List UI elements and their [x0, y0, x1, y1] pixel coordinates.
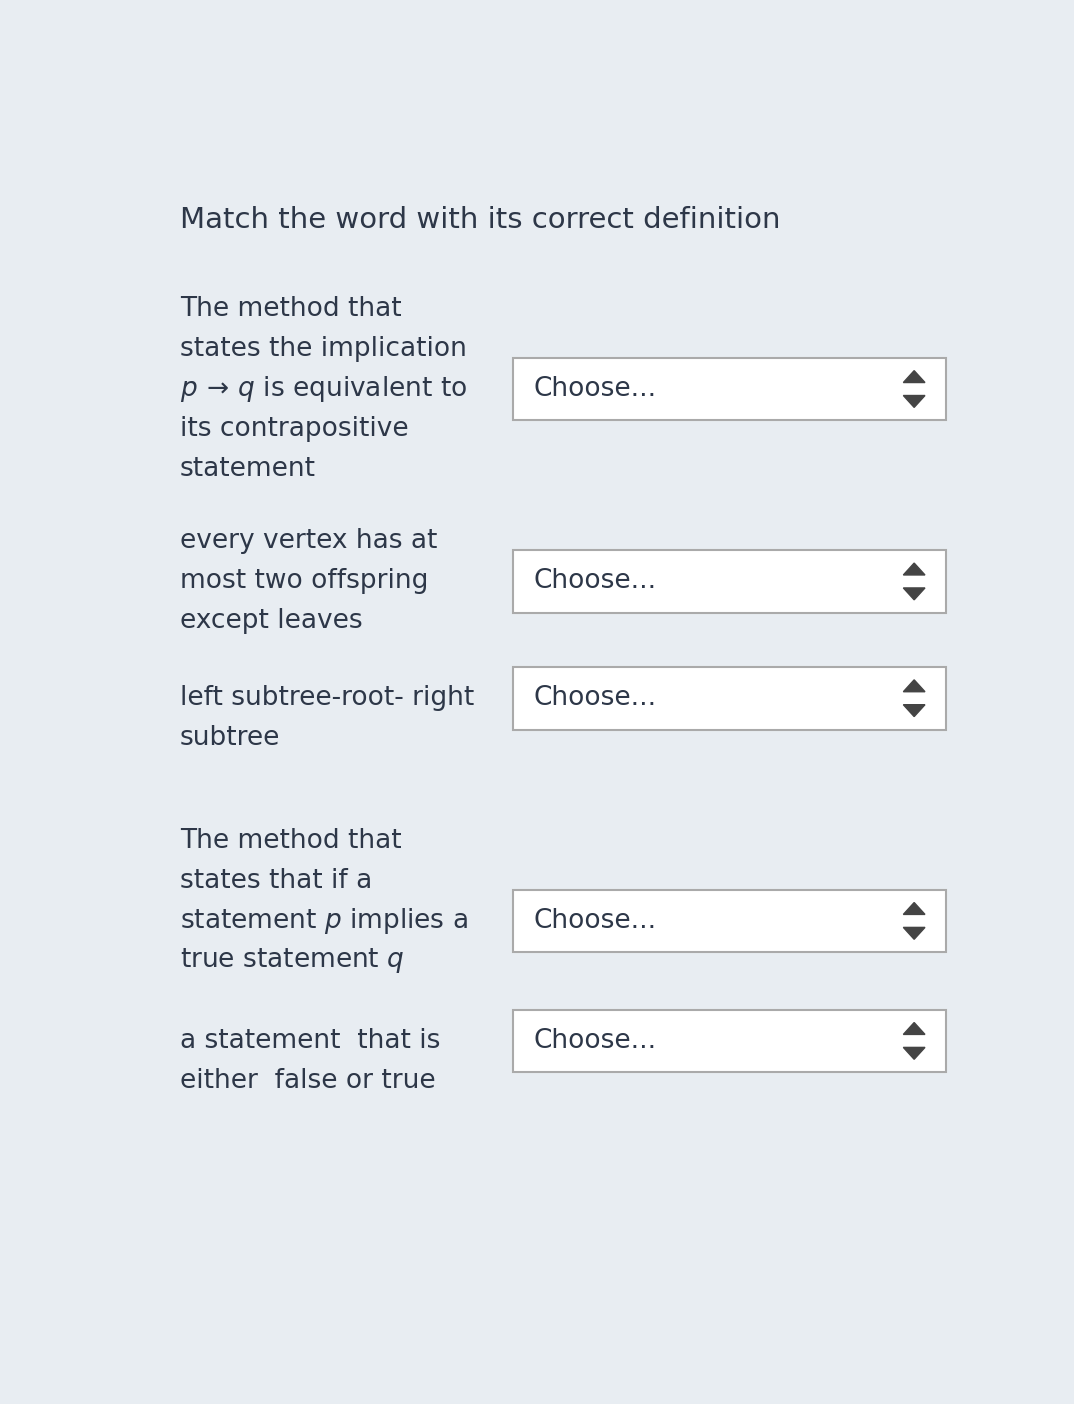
Text: The method that: The method that	[180, 828, 402, 854]
Polygon shape	[903, 396, 925, 407]
Text: statement: statement	[180, 456, 316, 482]
Text: every vertex has at: every vertex has at	[180, 528, 437, 555]
Text: Choose...: Choose...	[534, 1028, 657, 1054]
Text: left subtree-root- right: left subtree-root- right	[180, 685, 475, 712]
Text: The method that: The method that	[180, 296, 402, 322]
Text: Choose...: Choose...	[534, 685, 657, 712]
Polygon shape	[903, 1047, 925, 1059]
Text: $p\,{\rightarrow}\,q$ is equivalent to: $p\,{\rightarrow}\,q$ is equivalent to	[180, 373, 467, 404]
Polygon shape	[903, 588, 925, 600]
Text: a statement  that is: a statement that is	[180, 1028, 440, 1054]
Polygon shape	[903, 705, 925, 716]
Text: subtree: subtree	[180, 726, 280, 751]
Polygon shape	[903, 680, 925, 692]
Polygon shape	[903, 371, 925, 382]
Polygon shape	[903, 903, 925, 914]
Text: Match the word with its correct definition: Match the word with its correct definiti…	[180, 206, 781, 234]
Text: its contrapositive: its contrapositive	[180, 416, 408, 442]
FancyBboxPatch shape	[513, 550, 946, 612]
Text: Choose...: Choose...	[534, 376, 657, 402]
Text: most two offspring: most two offspring	[180, 569, 429, 594]
Text: statement $p$ implies a: statement $p$ implies a	[180, 906, 468, 936]
Text: either  false or true: either false or true	[180, 1068, 436, 1094]
Text: except leaves: except leaves	[180, 608, 363, 635]
FancyBboxPatch shape	[513, 358, 946, 420]
FancyBboxPatch shape	[513, 890, 946, 952]
Text: states the implication: states the implication	[180, 336, 467, 362]
FancyBboxPatch shape	[513, 667, 946, 730]
Polygon shape	[903, 928, 925, 939]
Text: true statement $q$: true statement $q$	[180, 946, 405, 976]
Text: Choose...: Choose...	[534, 569, 657, 594]
FancyBboxPatch shape	[513, 1009, 946, 1073]
Polygon shape	[903, 1022, 925, 1035]
Polygon shape	[903, 563, 925, 576]
Text: states that if a: states that if a	[180, 868, 373, 894]
Text: Choose...: Choose...	[534, 908, 657, 934]
